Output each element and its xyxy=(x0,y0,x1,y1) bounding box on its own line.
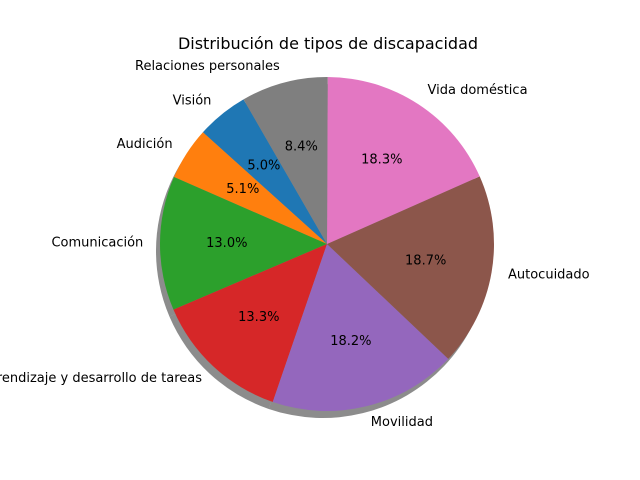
percent-label-vision: 5.0% xyxy=(247,159,280,174)
percent-label-audicion: 5.1% xyxy=(226,182,259,197)
pie-slice-autocuidado xyxy=(327,176,494,359)
percent-label-autocuidado: 18.7% xyxy=(405,254,446,269)
pie-slice-relaciones-personales xyxy=(243,76,328,245)
pie-slice-aprendizaje-y-desarrollo-de-tareas xyxy=(173,244,327,402)
pie-slice-audicion xyxy=(174,132,327,244)
pie-slices xyxy=(159,76,494,412)
category-label-aprendizaje-y-desarrollo-de-tareas: Aprendizaje y desarrollo de tareas xyxy=(0,371,202,386)
category-label-vida-domestica: Vida doméstica xyxy=(428,83,528,98)
pie-slice-vision xyxy=(202,99,327,245)
pie-slice-vida-domestica xyxy=(327,77,480,244)
category-label-movilidad: Movilidad xyxy=(371,415,433,430)
percent-label-aprendizaje-y-desarrollo-de-tareas: 13.3% xyxy=(238,310,279,325)
pie-slice-comunicacion xyxy=(159,177,327,310)
pie-slice-movilidad xyxy=(272,244,449,412)
category-label-audicion: Audición xyxy=(117,137,173,152)
percent-label-relaciones-personales: 8.4% xyxy=(285,140,318,155)
chart-title: Distribución de tipos de discapacidad xyxy=(178,34,478,53)
category-label-comunicacion: Comunicación xyxy=(51,236,143,251)
percent-label-vida-domestica: 18.3% xyxy=(361,153,402,168)
category-label-vision: Visión xyxy=(173,94,212,109)
category-label-autocuidado: Autocuidado xyxy=(508,268,590,283)
category-label-relaciones-personales: Relaciones personales xyxy=(135,59,280,74)
percent-label-comunicacion: 13.0% xyxy=(206,236,247,251)
pie-percent-labels: 5.0% 5.1% 13.0% 13.3% 18.2% 18.7% 18.3% 8.4% xyxy=(206,140,446,349)
percent-label-movilidad: 18.2% xyxy=(330,334,371,349)
pie-category-labels: Visión Audición Comunicación Aprendizaje y … xyxy=(0,59,590,430)
